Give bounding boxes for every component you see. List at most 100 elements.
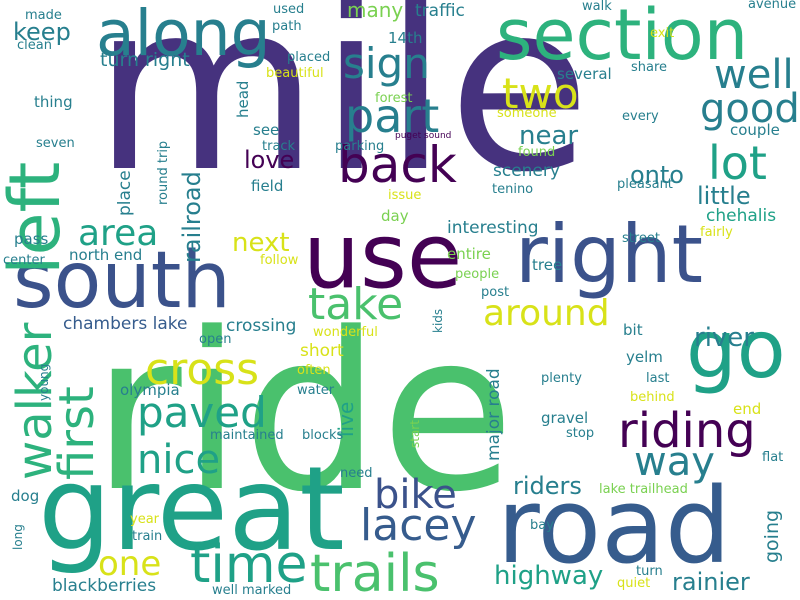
- word-14th: 14th: [388, 29, 423, 47]
- word-riders: riders: [513, 472, 582, 500]
- word-issue: issue: [388, 188, 422, 203]
- word-made: made: [25, 8, 62, 23]
- word-flat: flat: [762, 450, 784, 465]
- word-back: back: [338, 136, 457, 194]
- word-way: way: [634, 439, 715, 485]
- word-quiet: quiet: [617, 576, 651, 591]
- word-entire: entire: [447, 245, 491, 263]
- word-well-marked: well marked: [212, 583, 292, 598]
- word-head: head: [234, 80, 252, 118]
- word-first: first: [49, 386, 105, 480]
- word-follow: follow: [260, 253, 299, 268]
- word-street: street: [622, 231, 661, 246]
- word-share: share: [631, 60, 668, 75]
- word-mile: mile: [93, 0, 591, 223]
- word-kids: kids: [431, 308, 445, 333]
- word-well: well: [714, 52, 794, 98]
- word-keep: keep: [13, 18, 71, 46]
- word-maintained: maintained: [210, 428, 284, 443]
- word-blackberries: blackberries: [52, 576, 157, 596]
- word-river: river: [694, 323, 754, 353]
- word-two: two: [502, 69, 579, 118]
- word-bike: bike: [374, 472, 457, 518]
- word-major-road: major road: [484, 368, 504, 461]
- word-short: short: [300, 341, 344, 361]
- word-fairly: fairly: [700, 225, 733, 240]
- word-need: need: [340, 466, 373, 481]
- word-seven: seven: [36, 136, 75, 151]
- word-olympia: olympia: [120, 381, 180, 399]
- word-placed: placed: [287, 50, 331, 65]
- word-road: road: [497, 465, 731, 587]
- word-chehalis: chehalis: [706, 206, 777, 226]
- word-forest: forest: [375, 91, 413, 106]
- word-going: going: [761, 509, 783, 563]
- word-along: along: [96, 0, 271, 70]
- word-yelm: yelm: [626, 348, 663, 366]
- word-cross: cross: [145, 344, 260, 395]
- word-trails: trails: [310, 544, 440, 600]
- word-exit: exit: [650, 26, 675, 41]
- word-around: around: [483, 293, 610, 334]
- word-clean: clean: [17, 38, 52, 53]
- word-go: go: [686, 303, 786, 396]
- word-beautiful: beautiful: [266, 66, 324, 81]
- word-part: part: [345, 89, 440, 143]
- word-north-end: north end: [69, 246, 143, 264]
- word-last: last: [646, 371, 670, 386]
- word-love: love: [244, 146, 295, 174]
- word-lot: lot: [708, 136, 767, 190]
- word-end: end: [733, 400, 762, 418]
- word-right: right: [515, 208, 703, 301]
- word-tree: tree: [532, 256, 563, 274]
- word-see: see: [253, 121, 280, 139]
- word-every: every: [622, 109, 659, 124]
- word-railroad: railroad: [178, 171, 206, 263]
- word-bay: bay: [530, 518, 554, 533]
- word-place: place: [115, 170, 135, 216]
- word-highway: highway: [494, 561, 604, 591]
- word-behind: behind: [630, 390, 675, 405]
- word-someone: someone: [497, 106, 557, 121]
- word-ride: ride: [92, 287, 515, 540]
- word-thing: thing: [34, 93, 73, 111]
- word-chambers-lake: chambers lake: [63, 314, 188, 334]
- word-track: track: [262, 139, 296, 154]
- word-dog: dog: [11, 487, 40, 505]
- word-wonderful: wonderful: [313, 325, 378, 340]
- word-lake-trailhead: lake trailhead: [599, 482, 688, 497]
- word-young: young: [37, 363, 51, 401]
- word-area: area: [78, 213, 159, 254]
- word-year: year: [130, 512, 160, 527]
- word-onto: onto: [630, 161, 684, 189]
- word-pass: pass: [14, 230, 49, 248]
- word-day: day: [381, 207, 409, 225]
- word-path: path: [272, 19, 302, 34]
- word-little: little: [697, 182, 751, 210]
- word-interesting: interesting: [447, 218, 539, 238]
- word-train: train: [132, 529, 163, 544]
- word-walk: walk: [582, 0, 612, 14]
- word-pleasant: pleasant: [617, 177, 673, 192]
- word-lacey: lacey: [360, 500, 477, 551]
- word-turn: turn: [636, 564, 663, 579]
- word-good: good: [700, 86, 800, 132]
- word-couple: couple: [730, 121, 780, 139]
- word-use: use: [303, 204, 463, 309]
- word-water: water: [297, 383, 335, 398]
- word-found: found: [518, 145, 556, 160]
- word-south: south: [13, 236, 231, 326]
- word-paved: paved: [137, 388, 267, 437]
- word-blocks: blocks: [302, 428, 344, 443]
- word-round-trip: round trip: [156, 140, 171, 205]
- word-start: start: [408, 420, 422, 448]
- word-field: field: [251, 177, 284, 195]
- word-many: many: [347, 0, 404, 22]
- word-post: post: [481, 285, 510, 300]
- word-gravel: gravel: [541, 409, 589, 427]
- word-center: center: [3, 253, 45, 268]
- word-open: open: [199, 332, 232, 347]
- word-plenty: plenty: [541, 371, 582, 386]
- word-near: near: [519, 121, 579, 151]
